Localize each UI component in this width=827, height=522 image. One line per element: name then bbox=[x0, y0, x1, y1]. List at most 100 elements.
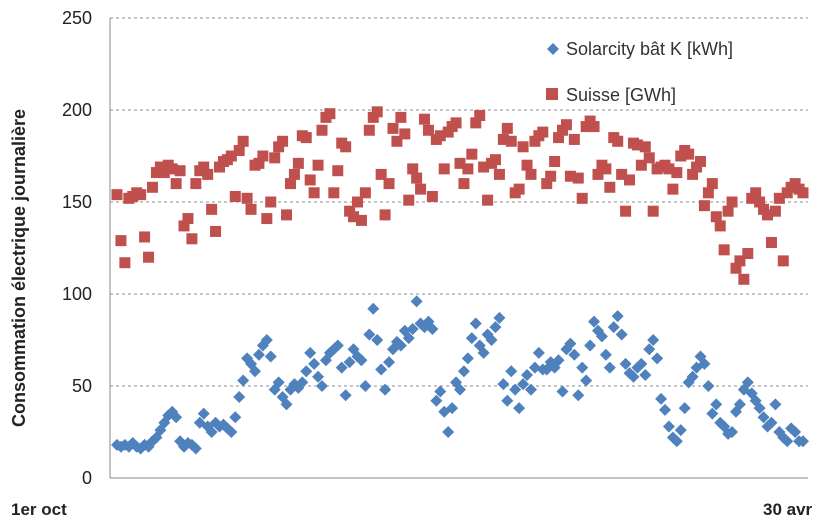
point-suisse bbox=[545, 170, 557, 182]
point-solarcity bbox=[651, 352, 664, 365]
point-suisse bbox=[710, 211, 722, 223]
point-solarcity bbox=[797, 435, 809, 448]
point-suisse bbox=[265, 196, 277, 208]
point-solarcity bbox=[611, 310, 624, 323]
y-tick-label: 50 bbox=[72, 376, 92, 396]
point-solarcity bbox=[655, 392, 668, 405]
point-solarcity bbox=[733, 398, 746, 411]
point-solarcity bbox=[635, 357, 648, 370]
point-solarcity bbox=[639, 368, 652, 381]
point-suisse bbox=[304, 174, 316, 186]
point-solarcity bbox=[698, 357, 711, 370]
legend-label-solarcity: Solarcity bât K [kWh] bbox=[566, 39, 733, 59]
point-solarcity bbox=[225, 426, 238, 438]
point-suisse bbox=[702, 187, 714, 199]
point-solarcity bbox=[402, 332, 415, 345]
point-suisse bbox=[403, 194, 415, 206]
point-suisse bbox=[560, 119, 572, 131]
point-suisse bbox=[604, 181, 616, 193]
point-solarcity bbox=[643, 343, 656, 356]
point-suisse bbox=[612, 135, 624, 147]
point-solarcity bbox=[489, 321, 502, 334]
point-suisse bbox=[501, 122, 513, 134]
point-suisse bbox=[324, 108, 336, 120]
point-suisse bbox=[340, 141, 352, 153]
point-solarcity bbox=[248, 365, 261, 378]
point-solarcity bbox=[564, 337, 577, 350]
point-solarcity bbox=[343, 356, 356, 369]
point-suisse bbox=[371, 106, 383, 118]
point-solarcity bbox=[493, 311, 506, 324]
point-suisse bbox=[312, 159, 324, 171]
point-solarcity bbox=[580, 374, 593, 387]
point-solarcity bbox=[300, 365, 313, 378]
point-solarcity bbox=[260, 334, 273, 346]
point-solarcity bbox=[726, 426, 739, 438]
point-suisse bbox=[694, 156, 706, 168]
point-suisse bbox=[698, 200, 710, 212]
point-suisse bbox=[292, 157, 304, 169]
y-tick-label: 100 bbox=[62, 284, 92, 304]
point-suisse bbox=[691, 161, 703, 173]
point-suisse bbox=[600, 163, 612, 175]
point-suisse bbox=[139, 231, 151, 243]
point-solarcity bbox=[335, 361, 348, 374]
point-suisse bbox=[667, 183, 679, 195]
point-suisse bbox=[422, 124, 434, 136]
point-solarcity bbox=[686, 370, 699, 383]
point-suisse bbox=[758, 203, 770, 215]
point-solarcity bbox=[528, 361, 541, 374]
point-suisse bbox=[288, 168, 300, 180]
point-solarcity bbox=[406, 322, 419, 335]
point-suisse bbox=[166, 163, 178, 175]
legend-marker-diamond bbox=[547, 43, 559, 55]
point-suisse bbox=[517, 141, 529, 153]
series-suisse bbox=[111, 106, 809, 285]
point-solarcity bbox=[603, 361, 616, 374]
series-solarcity bbox=[111, 295, 809, 455]
y-tick-labels: 0 50 100 150 200 250 bbox=[62, 8, 92, 488]
point-suisse bbox=[170, 178, 182, 190]
point-solarcity bbox=[237, 374, 250, 387]
point-suisse bbox=[497, 133, 509, 145]
point-suisse bbox=[332, 165, 344, 177]
point-solarcity bbox=[552, 354, 565, 367]
point-suisse bbox=[395, 111, 407, 123]
point-solarcity bbox=[576, 361, 589, 374]
point-suisse bbox=[434, 130, 446, 142]
point-suisse bbox=[742, 248, 754, 260]
point-suisse bbox=[355, 214, 367, 226]
point-suisse bbox=[261, 213, 273, 225]
point-suisse bbox=[675, 150, 687, 162]
point-solarcity bbox=[659, 403, 672, 416]
point-solarcity bbox=[477, 346, 490, 359]
point-suisse bbox=[647, 205, 659, 217]
point-solarcity bbox=[308, 357, 321, 370]
point-suisse bbox=[754, 196, 766, 208]
point-solarcity bbox=[229, 411, 242, 424]
point-solarcity bbox=[383, 356, 396, 369]
point-suisse bbox=[474, 110, 486, 122]
point-solarcity bbox=[741, 376, 754, 389]
point-solarcity bbox=[485, 334, 498, 346]
point-solarcity bbox=[521, 368, 534, 381]
point-suisse bbox=[781, 187, 793, 199]
point-suisse bbox=[241, 192, 253, 204]
y-axis-label: Consommation électrique journalière bbox=[9, 109, 29, 427]
point-suisse bbox=[316, 124, 328, 136]
point-suisse bbox=[328, 187, 340, 199]
point-solarcity bbox=[584, 339, 597, 352]
point-suisse bbox=[154, 161, 166, 173]
point-solarcity bbox=[245, 357, 258, 370]
point-suisse bbox=[789, 178, 801, 190]
point-suisse bbox=[572, 172, 584, 184]
point-solarcity bbox=[252, 348, 265, 361]
point-suisse bbox=[620, 205, 632, 217]
point-solarcity bbox=[568, 348, 581, 361]
point-suisse bbox=[190, 178, 202, 190]
point-solarcity bbox=[678, 402, 691, 415]
point-solarcity bbox=[359, 380, 372, 392]
point-suisse bbox=[588, 121, 600, 133]
point-suisse bbox=[150, 167, 162, 179]
